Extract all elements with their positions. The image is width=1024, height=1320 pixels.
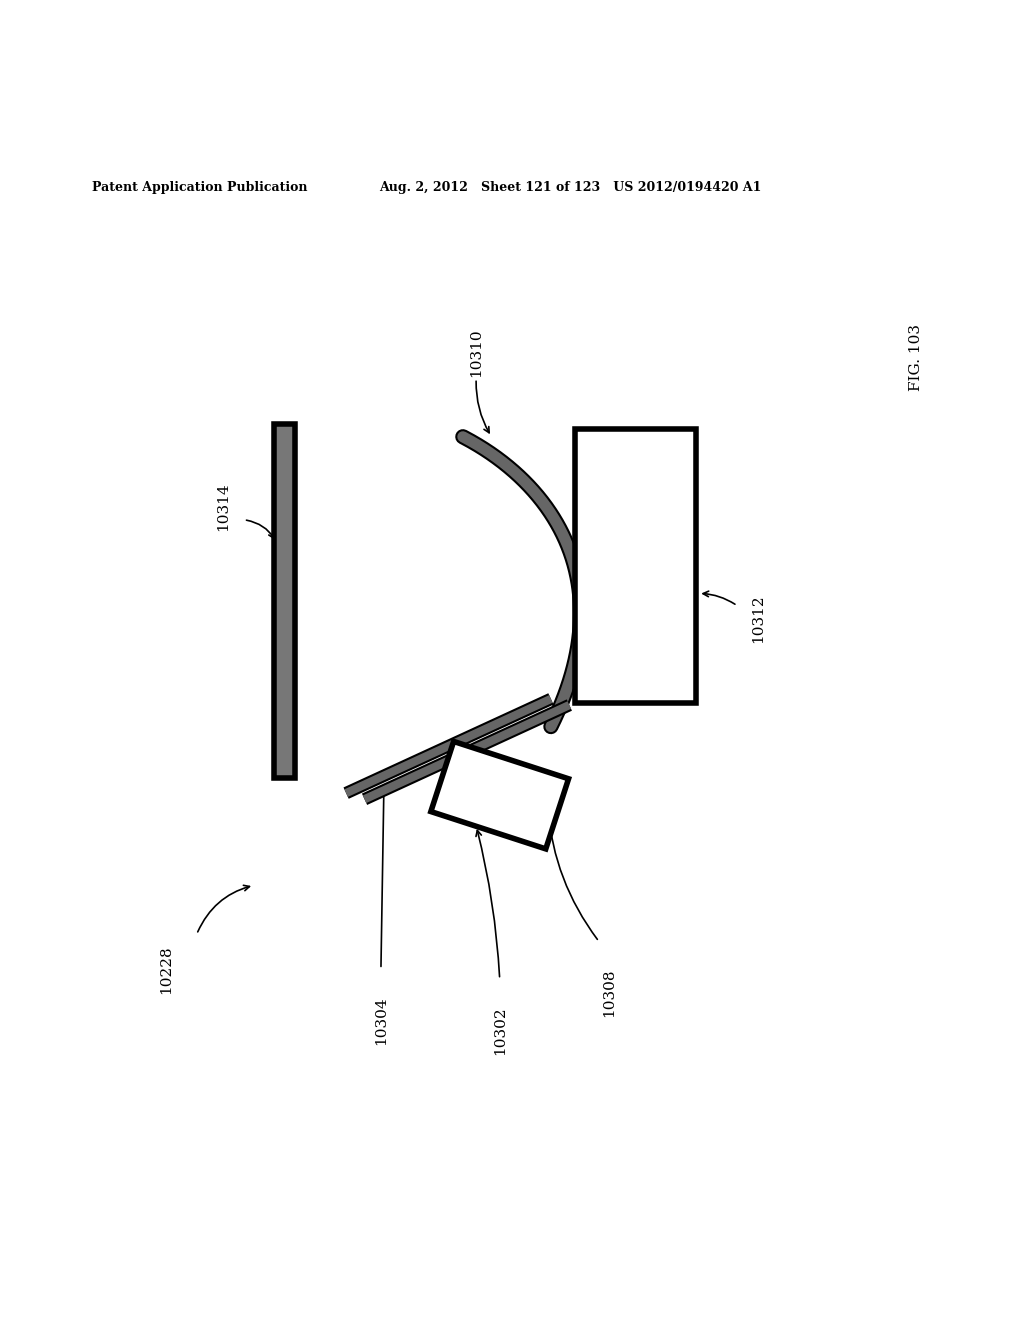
Bar [575,429,696,704]
Text: 10310: 10310 [469,329,483,378]
Text: Aug. 2, 2012   Sheet 121 of 123   US 2012/0194420 A1: Aug. 2, 2012 Sheet 121 of 123 US 2012/01… [379,181,761,194]
Bar [431,742,568,849]
Text: 10314: 10314 [216,482,230,531]
Text: FIG. 103: FIG. 103 [909,325,924,392]
Text: 10308: 10308 [602,969,616,1016]
Text: 10304: 10304 [374,997,388,1044]
Text: Patent Application Publication: Patent Application Publication [92,181,307,194]
Text: 10302: 10302 [493,1006,507,1055]
Bar [274,425,295,777]
Text: 10228: 10228 [159,945,173,994]
Text: 10312: 10312 [751,595,765,643]
